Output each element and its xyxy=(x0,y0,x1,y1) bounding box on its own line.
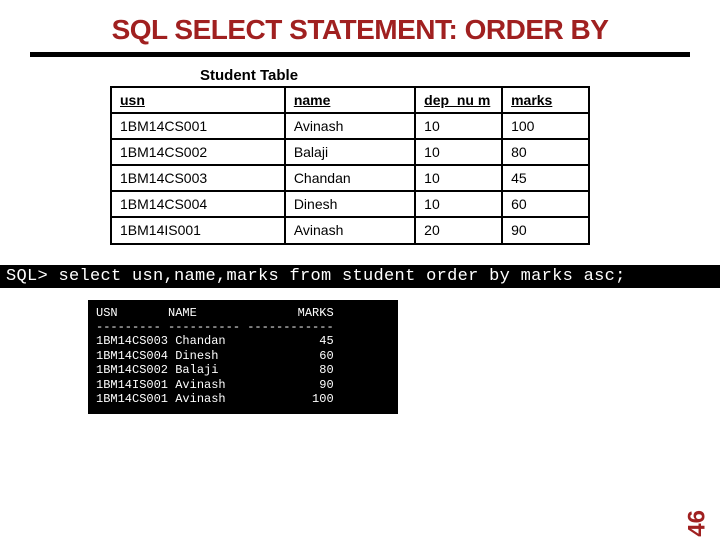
table-row: 1BM14CS001 Avinash 10 100 xyxy=(111,113,589,139)
sql-output-row: 1BM14CS003 Chandan 45 xyxy=(96,334,334,348)
cell-name: Chandan xyxy=(285,165,415,191)
cell-name: Balaji xyxy=(285,139,415,165)
cell-marks: 80 xyxy=(502,139,589,165)
cell-marks: 45 xyxy=(502,165,589,191)
page-number: 46 xyxy=(684,510,712,537)
table-row: 1BM14CS004 Dinesh 10 60 xyxy=(111,191,589,217)
sql-output: USN NAME MARKS --------- ---------- ----… xyxy=(88,300,398,415)
cell-depnum: 20 xyxy=(415,217,502,243)
cell-depnum: 10 xyxy=(415,113,502,139)
sql-output-row: 1BM14CS004 Dinesh 60 xyxy=(96,349,334,363)
sql-prompt: SQL> select usn,name,marks from student … xyxy=(0,265,720,288)
cell-name: Avinash xyxy=(285,113,415,139)
slide-title: SQL SELECT STATEMENT: ORDER BY xyxy=(0,0,720,52)
sql-output-row: 1BM14CS002 Balaji 80 xyxy=(96,363,334,377)
cell-usn: 1BM14CS002 xyxy=(111,139,285,165)
col-header-depnum: dep_nu m xyxy=(415,87,502,113)
cell-marks: 100 xyxy=(502,113,589,139)
student-table-caption: Student Table xyxy=(200,67,720,84)
cell-usn: 1BM14IS001 xyxy=(111,217,285,243)
cell-usn: 1BM14CS001 xyxy=(111,113,285,139)
student-table: usn name dep_nu m marks 1BM14CS001 Avina… xyxy=(110,86,590,245)
sql-output-row: 1BM14CS001 Avinash 100 xyxy=(96,392,334,406)
cell-depnum: 10 xyxy=(415,139,502,165)
cell-marks: 60 xyxy=(502,191,589,217)
table-header-row: usn name dep_nu m marks xyxy=(111,87,589,113)
sql-output-row: 1BM14IS001 Avinash 90 xyxy=(96,378,334,392)
cell-name: Avinash xyxy=(285,217,415,243)
sql-output-header2: --------- ---------- ------------ xyxy=(96,320,334,334)
col-header-marks: marks xyxy=(502,87,589,113)
title-underline xyxy=(30,52,690,57)
table-row: 1BM14CS003 Chandan 10 45 xyxy=(111,165,589,191)
cell-name: Dinesh xyxy=(285,191,415,217)
table-row: 1BM14CS002 Balaji 10 80 xyxy=(111,139,589,165)
sql-output-header1: USN NAME MARKS xyxy=(96,306,334,320)
cell-usn: 1BM14CS003 xyxy=(111,165,285,191)
col-header-usn: usn xyxy=(111,87,285,113)
cell-depnum: 10 xyxy=(415,191,502,217)
cell-usn: 1BM14CS004 xyxy=(111,191,285,217)
cell-depnum: 10 xyxy=(415,165,502,191)
col-header-name: name xyxy=(285,87,415,113)
cell-marks: 90 xyxy=(502,217,589,243)
table-row: 1BM14IS001 Avinash 20 90 xyxy=(111,217,589,243)
